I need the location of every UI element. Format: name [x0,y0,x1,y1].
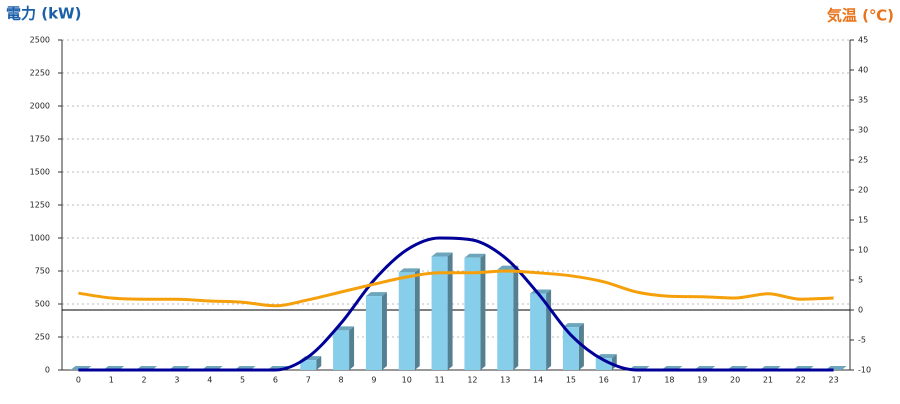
bar-top [464,253,486,258]
x-tick-label: 0 [76,376,81,385]
x-tick-label: 4 [207,376,212,385]
bar-side [546,289,552,370]
bar [464,257,481,370]
y-tick-label: 500 [35,300,50,309]
bar-side [447,252,453,370]
bar-side [349,326,355,370]
x-tick-label: 21 [763,376,773,385]
bar [530,293,547,370]
bar [497,269,514,370]
bar [431,256,448,370]
y2-title: 気温 (℃) [827,7,894,25]
bar-side [480,253,486,370]
y2-tick-label: 35 [858,96,868,105]
x-tick-label: 22 [796,376,806,385]
y2-tick-label: 25 [858,156,868,165]
y-tick-label: 2000 [30,102,50,111]
x-tick-label: 7 [306,376,311,385]
x-tick-label: 18 [664,376,674,385]
bar [333,330,350,370]
y2-tick-label: 5 [858,276,863,285]
x-tick-label: 14 [533,376,543,385]
bar-top [562,323,584,328]
bar-side [381,292,387,370]
bar-side [513,265,519,370]
y2-tick-label: 15 [858,216,868,225]
y-tick-label: 1000 [30,234,50,243]
bar-top [398,268,420,273]
line [78,236,834,372]
x-tick-label: 2 [142,376,147,385]
x-tick-label: 15 [566,376,576,385]
y2-tick-label: 0 [858,306,863,315]
bar-side [414,268,420,370]
x-tick-label: 9 [371,376,376,385]
x-tick-label: 10 [402,376,412,385]
bar-top [365,292,387,297]
x-tick-label: 17 [631,376,641,385]
y-tick-label: 1250 [30,201,50,210]
y2-tick-label: 40 [858,66,868,75]
x-tick-label: 1 [109,376,114,385]
y-tick-label: 1500 [30,168,50,177]
y2-tick-label: -5 [858,336,866,345]
bar-side [316,356,322,370]
x-tick-label: 11 [434,376,444,385]
y-tick-label: 1750 [30,135,50,144]
bar [365,296,382,370]
x-tick-label: 20 [730,376,740,385]
x-tick-label: 13 [500,376,510,385]
y-tick-label: 250 [35,333,50,342]
y2-tick-label: 45 [858,36,868,45]
bar [398,272,415,370]
x-tick-label: 12 [467,376,477,385]
x-tick-label: 23 [828,376,838,385]
y2-tick-label: 20 [858,186,868,195]
x-tick-label: 8 [339,376,344,385]
x-tick-label: 19 [697,376,707,385]
bar [300,360,317,370]
y-tick-label: 2500 [30,36,50,45]
y2-tick-label: 10 [858,246,868,255]
chart-title: 電力 (kW) [6,5,81,23]
x-tick-label: 5 [240,376,245,385]
y-tick-label: 750 [35,267,50,276]
x-tick-label: 16 [599,376,609,385]
y-tick-label: 0 [45,366,50,375]
y2-tick-label: -10 [858,366,871,375]
x-tick-label: 3 [174,376,179,385]
y2-tick-label: 30 [858,126,868,135]
bar-top [431,252,453,257]
x-tick-label: 6 [273,376,278,385]
y-tick-label: 2250 [30,69,50,78]
line [78,269,834,308]
bar [595,358,612,370]
